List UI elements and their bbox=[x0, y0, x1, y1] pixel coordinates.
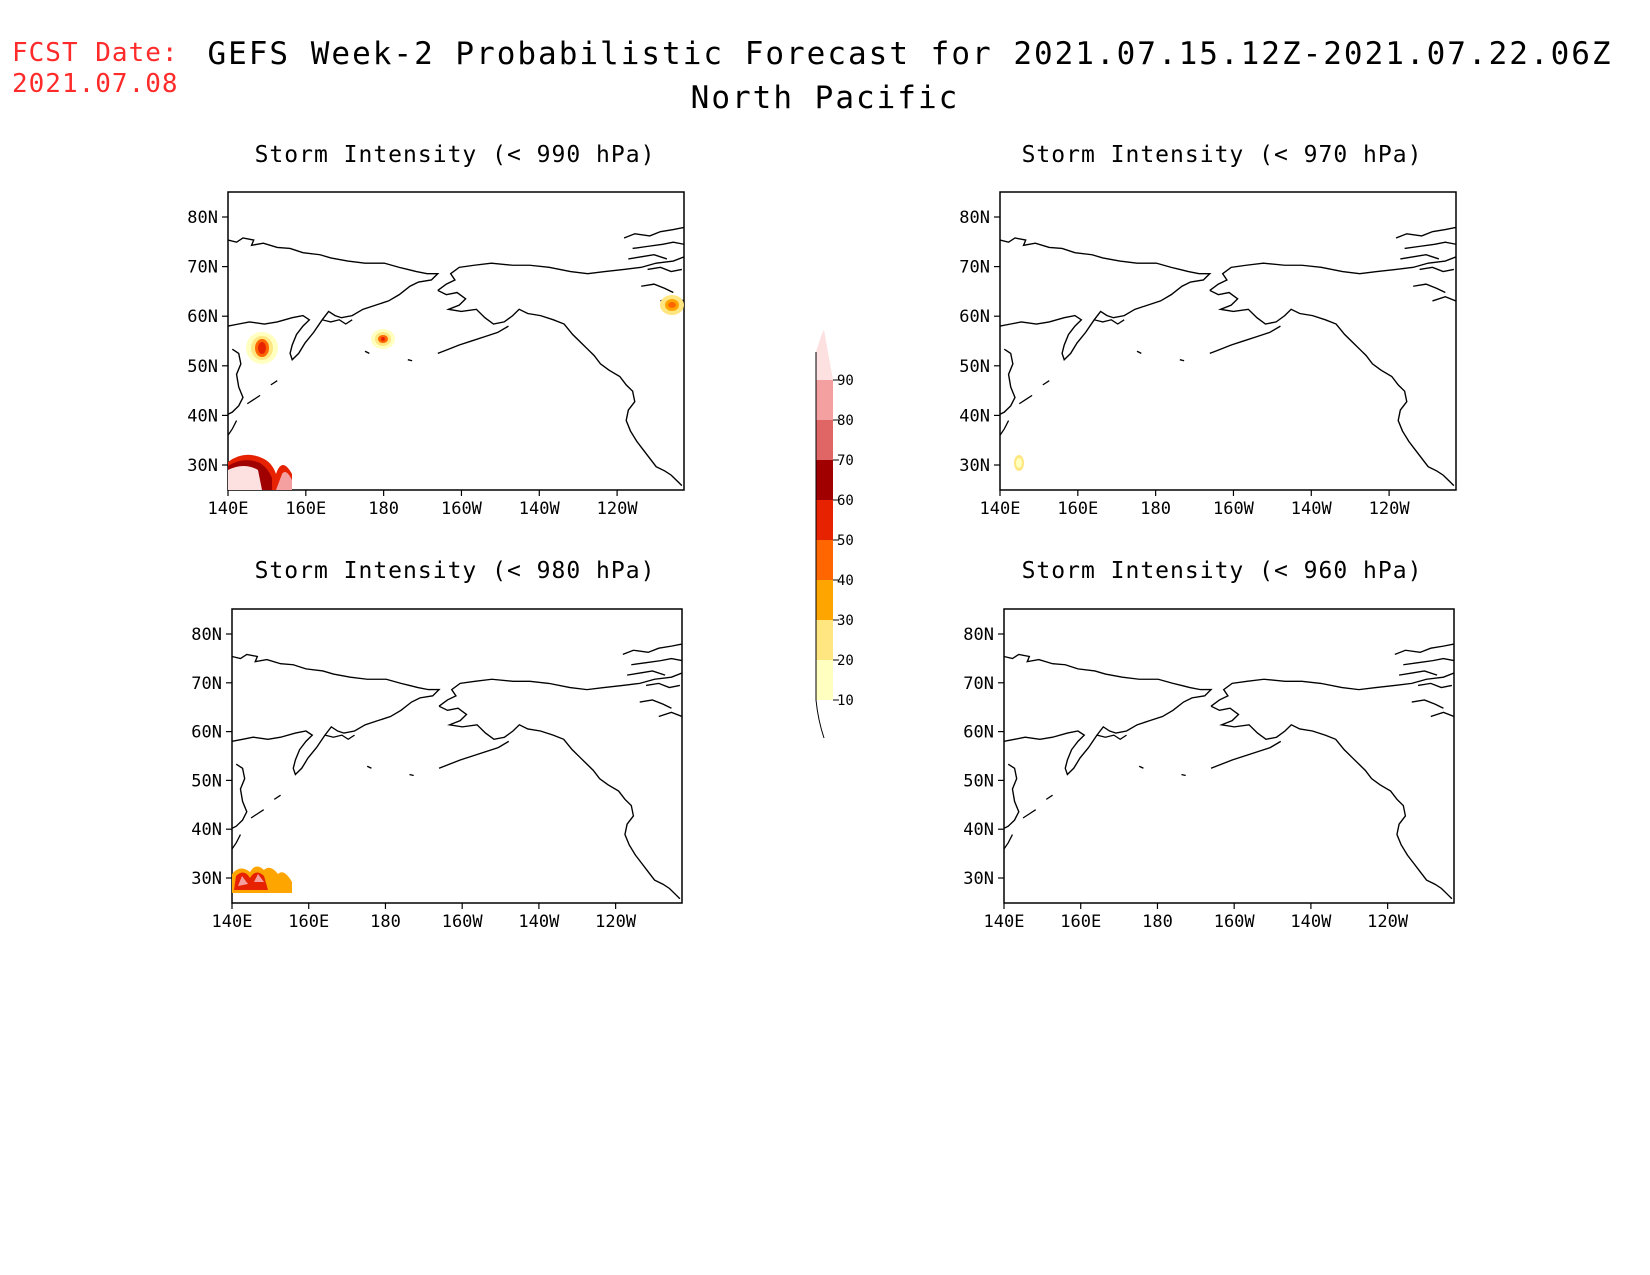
lat-tick-label: 30N bbox=[963, 869, 994, 889]
lat-tick-label: 50N bbox=[963, 771, 994, 791]
coastline bbox=[1004, 643, 1454, 900]
lon-tick-label: 120W bbox=[597, 499, 639, 519]
lon-tick-label: 180 bbox=[1142, 912, 1173, 932]
main-title-line2: North Pacific bbox=[690, 80, 960, 116]
lon-tick-label: 180 bbox=[368, 499, 399, 519]
colorbar-level-label: 70 bbox=[837, 453, 854, 469]
lon-tick-label: 140E bbox=[980, 499, 1021, 519]
lon-tick-label: 140W bbox=[519, 499, 561, 519]
colorbar-level-label: 90 bbox=[837, 373, 854, 389]
colorbar-segment bbox=[816, 500, 833, 540]
lon-tick-label: 140W bbox=[1291, 499, 1333, 519]
map-frame bbox=[1003, 608, 1455, 904]
colorbar-level-label: 30 bbox=[837, 613, 854, 629]
map-panel-980: 80N 70N 60N 50N 40N 30N 140E 160E 180 160W 140W 120… bbox=[191, 608, 683, 932]
colorbar-segment bbox=[816, 660, 833, 700]
colorbar-segment bbox=[816, 460, 833, 500]
lon-tick-label: 160W bbox=[1214, 912, 1256, 932]
colorbar-segment bbox=[816, 620, 833, 660]
lat-tick-label: 70N bbox=[963, 674, 994, 694]
lat-tick-label: 30N bbox=[959, 456, 990, 476]
main-title-line1: GEFS Week-2 Probabilistic Forecast for 2… bbox=[207, 36, 1613, 72]
lat-tick-label: 80N bbox=[963, 625, 994, 645]
lat-tick-label: 30N bbox=[187, 456, 218, 476]
lat-tick-label: 60N bbox=[959, 307, 990, 327]
panel-title-960: Storm Intensity (< 960 hPa) bbox=[1021, 558, 1423, 584]
lon-tick-label: 160E bbox=[1060, 912, 1101, 932]
colorbar-segment bbox=[816, 380, 833, 420]
lat-tick-label: 50N bbox=[191, 771, 222, 791]
lon-tick-label: 180 bbox=[1140, 499, 1171, 519]
prob-area bbox=[228, 454, 292, 490]
panel-title-970: Storm Intensity (< 970 hPa) bbox=[1021, 142, 1423, 168]
panel-title-980: Storm Intensity (< 980 hPa) bbox=[254, 558, 656, 584]
lat-tick-label: 50N bbox=[959, 357, 990, 377]
lat-tick-label: 60N bbox=[191, 723, 222, 743]
lat-tick-label: 70N bbox=[187, 258, 218, 278]
lon-tick-label: 140W bbox=[1290, 912, 1332, 932]
colorbar-segment bbox=[816, 540, 833, 580]
lat-tick-label: 70N bbox=[191, 674, 222, 694]
map-frame bbox=[227, 191, 685, 491]
colorbar-level-label: 10 bbox=[837, 693, 854, 709]
prob-area bbox=[232, 866, 292, 893]
lat-tick-label: 40N bbox=[187, 406, 218, 426]
lon-tick-label: 140E bbox=[984, 912, 1025, 932]
lon-tick-label: 160W bbox=[441, 499, 483, 519]
map-panel-970: 80N 70N 60N 50N 40N 30N 140E 160E 180 160W 140W 120… bbox=[959, 191, 1457, 519]
lat-tick-label: 80N bbox=[959, 208, 990, 228]
coastline bbox=[1000, 226, 1456, 487]
main-title: GEFS Week-2 Probabilistic Forecast for 2… bbox=[0, 32, 1650, 120]
colorbar-segment bbox=[816, 420, 833, 460]
lat-tick-label: 70N bbox=[959, 258, 990, 278]
colorbar-level-label: 40 bbox=[837, 573, 854, 589]
prob-area bbox=[660, 295, 684, 315]
lon-tick-label: 180 bbox=[370, 912, 401, 932]
lon-tick-label: 120W bbox=[1369, 499, 1411, 519]
lon-tick-label: 140E bbox=[208, 499, 249, 519]
prob-area bbox=[246, 332, 278, 364]
lat-tick-label: 40N bbox=[963, 820, 994, 840]
lon-tick-label: 160W bbox=[442, 912, 484, 932]
map-panel-960: 80N 70N 60N 50N 40N 30N 140E 160E 180 160W 140W 120… bbox=[963, 608, 1455, 932]
lon-tick-label: 160E bbox=[285, 499, 326, 519]
prob-area bbox=[371, 329, 395, 349]
lat-tick-label: 80N bbox=[191, 625, 222, 645]
lat-tick-label: 30N bbox=[191, 869, 222, 889]
colorbar-level-label: 50 bbox=[837, 533, 854, 549]
lon-tick-label: 120W bbox=[595, 912, 637, 932]
lat-tick-label: 60N bbox=[187, 307, 218, 327]
lat-tick-label: 60N bbox=[963, 723, 994, 743]
lon-tick-label: 120W bbox=[1367, 912, 1409, 932]
coastline bbox=[232, 643, 682, 900]
lat-tick-label: 50N bbox=[187, 357, 218, 377]
lon-tick-label: 160W bbox=[1213, 499, 1255, 519]
prob-area bbox=[1014, 455, 1024, 471]
colorbar-segment bbox=[816, 580, 833, 620]
colorbar-level-label: 60 bbox=[837, 493, 854, 509]
coastline bbox=[228, 226, 684, 487]
colorbar: 10 20 30 40 50 60 70 80 90 bbox=[815, 330, 854, 739]
fcst-date-value: 2021.07.08 bbox=[12, 69, 179, 99]
map-frame bbox=[231, 608, 683, 904]
lon-tick-label: 140E bbox=[212, 912, 253, 932]
fcst-date-caption: FCST Date: bbox=[12, 38, 179, 68]
lat-tick-label: 40N bbox=[191, 820, 222, 840]
forecast-date-label: FCST Date: 2021.07.08 bbox=[12, 38, 179, 100]
map-frame bbox=[999, 191, 1457, 491]
colorbar-level-label: 80 bbox=[837, 413, 854, 429]
lat-tick-label: 40N bbox=[959, 406, 990, 426]
colorbar-segment bbox=[816, 330, 833, 380]
map-panel-990: 80N 70N 60N 50N 40N 30N 140E 160E 180 160W 140W 120… bbox=[187, 191, 685, 519]
lat-tick-label: 80N bbox=[187, 208, 218, 228]
panel-title-990: Storm Intensity (< 990 hPa) bbox=[254, 142, 656, 168]
colorbar-tail bbox=[815, 699, 825, 739]
lon-tick-label: 140W bbox=[518, 912, 560, 932]
colorbar-level-label: 20 bbox=[837, 653, 854, 669]
lon-tick-label: 160E bbox=[288, 912, 329, 932]
lon-tick-label: 160E bbox=[1057, 499, 1098, 519]
